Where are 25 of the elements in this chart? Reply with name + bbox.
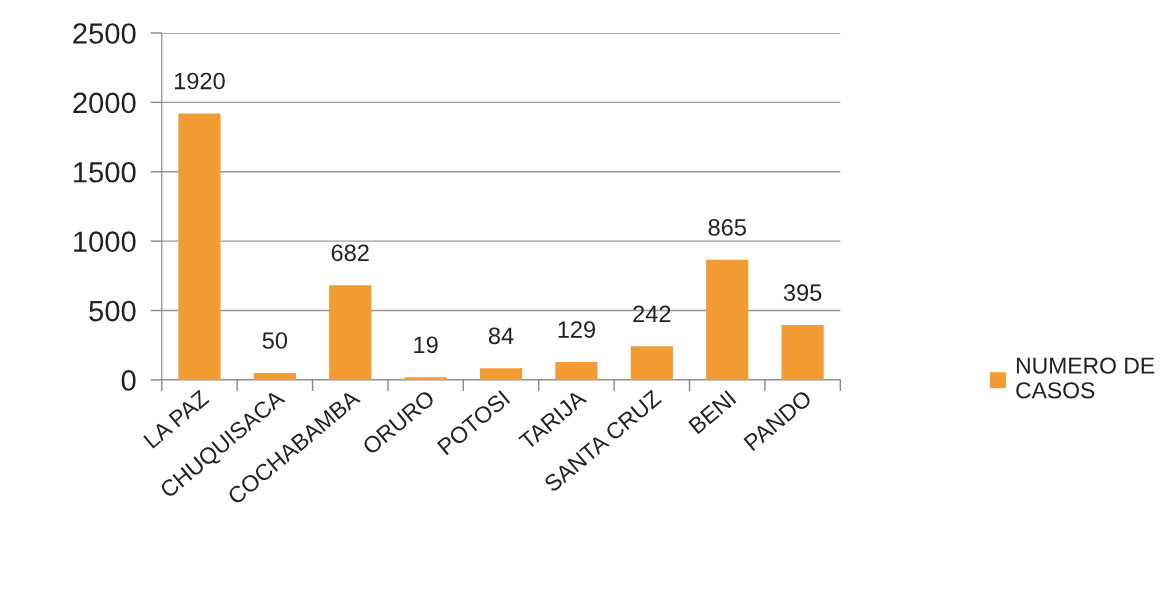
y-tick-label: 2000 [73, 92, 136, 114]
data-label: 395 [783, 284, 822, 301]
bar [253, 372, 296, 380]
bar [479, 368, 523, 380]
data-label: 682 [331, 244, 369, 262]
data-label: 242 [633, 305, 671, 322]
data-label: 865 [708, 219, 746, 236]
y-tick-label: 1000 [74, 231, 136, 252]
bar [706, 259, 749, 380]
data-label: 50 [262, 332, 288, 349]
data-label: 84 [488, 327, 514, 345]
data-label: 1920 [174, 72, 225, 90]
bar [404, 377, 447, 380]
y-tick-label: 1500 [74, 161, 136, 183]
y-tick-label: 2500 [73, 23, 136, 44]
y-tick-label: 500 [89, 300, 136, 322]
bar [781, 325, 824, 380]
data-label: 129 [558, 321, 596, 338]
bar [630, 346, 673, 380]
y-tick-label: 0 [121, 370, 136, 391]
data-label: 19 [414, 336, 438, 354]
legend-label: NUMERO DE CASOS [1016, 357, 1155, 399]
bar [329, 285, 372, 380]
bar [555, 362, 598, 380]
bar [178, 113, 221, 380]
